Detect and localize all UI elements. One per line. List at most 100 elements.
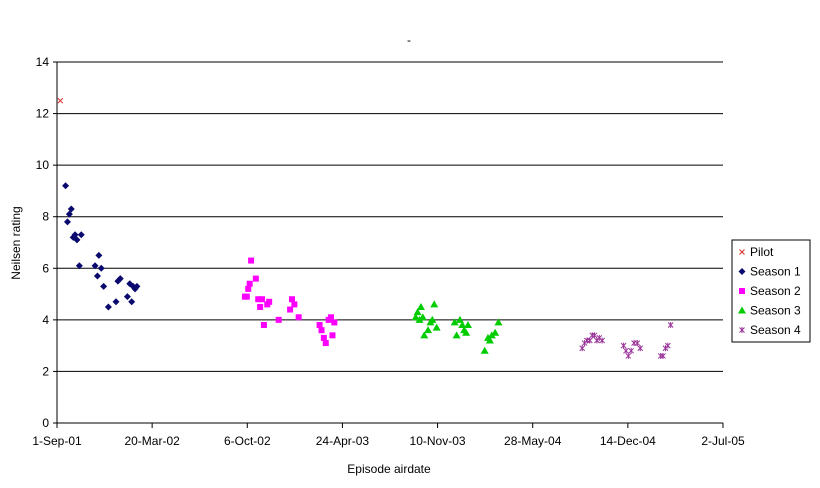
data-point (628, 347, 635, 354)
x-tick-label: 10-Nov-03 (410, 434, 466, 448)
data-point (57, 97, 64, 104)
data-point (420, 331, 429, 339)
data-point (329, 332, 336, 339)
data-point (289, 296, 296, 303)
data-point (620, 342, 627, 349)
data-point (328, 314, 335, 321)
data-point (485, 336, 494, 344)
data-point (104, 303, 112, 311)
data-point (331, 319, 338, 326)
data-point (320, 334, 327, 341)
data-point (100, 282, 108, 290)
data-point (275, 316, 282, 323)
data-point (67, 205, 75, 213)
data-point (664, 342, 671, 349)
data-point (243, 293, 250, 300)
x-axis-ticks: 1-Sep-01 20-Mar-02 6-Oct-02 24-Apr-03 10-Nov… (32, 423, 745, 448)
data-point (248, 257, 255, 264)
data-point (634, 340, 641, 347)
data-point (491, 328, 500, 336)
data-point (259, 296, 266, 303)
data-point (260, 322, 267, 329)
data-point (411, 313, 420, 321)
data-point (128, 298, 136, 306)
data-point (252, 275, 259, 282)
data-point (413, 308, 422, 316)
legend-marker (738, 268, 746, 275)
legend-label: Season 3 (750, 304, 801, 318)
data-point (625, 352, 632, 359)
data-point (584, 337, 590, 344)
data-point (97, 264, 105, 272)
y-tick-label: 8 (42, 210, 49, 224)
data-point (63, 218, 71, 226)
y-tick-label: 10 (36, 158, 50, 172)
data-point (418, 313, 427, 321)
data-point (71, 231, 79, 239)
data-point (73, 236, 81, 244)
legend: Pilot Season 1 Season 2 Season 3 Season 4 (731, 239, 811, 343)
x-tick-label: 14-Dec-04 (600, 434, 656, 448)
x-tick-label: 2-Jul-05 (701, 434, 745, 448)
x-tick-label: 28-May-04 (504, 434, 562, 448)
data-point (246, 280, 253, 287)
legend-marker (739, 249, 745, 255)
data-point (116, 275, 124, 283)
data-point (318, 327, 325, 334)
data-points (57, 97, 674, 359)
y-tick-label: 14 (36, 55, 50, 69)
data-point (458, 321, 467, 329)
y-tick-label: 12 (36, 107, 50, 121)
x-tick-label: 24-Apr-03 (316, 434, 370, 448)
data-point (667, 322, 674, 329)
data-point (316, 322, 323, 329)
data-point (591, 332, 598, 339)
data-point (91, 262, 99, 270)
data-point (464, 321, 473, 329)
chart-title: - (407, 33, 411, 47)
data-point (77, 231, 85, 239)
data-point (579, 345, 586, 352)
data-point (62, 182, 70, 190)
data-point (322, 340, 329, 347)
y-tick-label: 0 (42, 416, 49, 430)
data-point (257, 303, 264, 310)
data-point (432, 323, 441, 331)
data-point (660, 352, 666, 359)
data-point (452, 331, 461, 339)
data-point (291, 301, 298, 308)
legend-marker (738, 306, 746, 314)
data-point (424, 326, 433, 334)
x-tick-label: 20-Mar-02 (124, 434, 180, 448)
y-tick-label: 6 (42, 261, 49, 275)
data-point (295, 314, 302, 321)
data-point (450, 318, 459, 326)
data-point (133, 282, 141, 290)
data-point (428, 315, 437, 323)
series-pilot (57, 97, 64, 104)
legend-label: Season 4 (750, 323, 801, 337)
data-point (123, 293, 131, 301)
series-season-3 (411, 300, 503, 354)
gridlines (56, 61, 723, 424)
y-tick-label: 2 (42, 364, 49, 378)
legend-label: Pilot (750, 245, 774, 259)
plot-area (57, 62, 723, 423)
x-tick-label: 6-Oct-02 (224, 434, 271, 448)
x-axis-title: Episode airdate (347, 462, 431, 476)
data-point (586, 337, 593, 344)
series-season-4 (579, 322, 674, 359)
data-point (245, 285, 252, 292)
data-point (75, 262, 83, 270)
data-point (637, 345, 644, 352)
data-point (623, 347, 629, 354)
data-point (95, 251, 103, 259)
y-axis-ticks: 0 2 4 6 8 10 12 14 (36, 55, 57, 430)
data-point (599, 337, 606, 344)
data-point (494, 318, 503, 326)
y-tick-label: 4 (42, 313, 49, 327)
data-point (480, 346, 489, 354)
y-axis-title: Neilsen rating (9, 206, 23, 279)
data-point (430, 300, 439, 308)
data-point (112, 298, 120, 306)
